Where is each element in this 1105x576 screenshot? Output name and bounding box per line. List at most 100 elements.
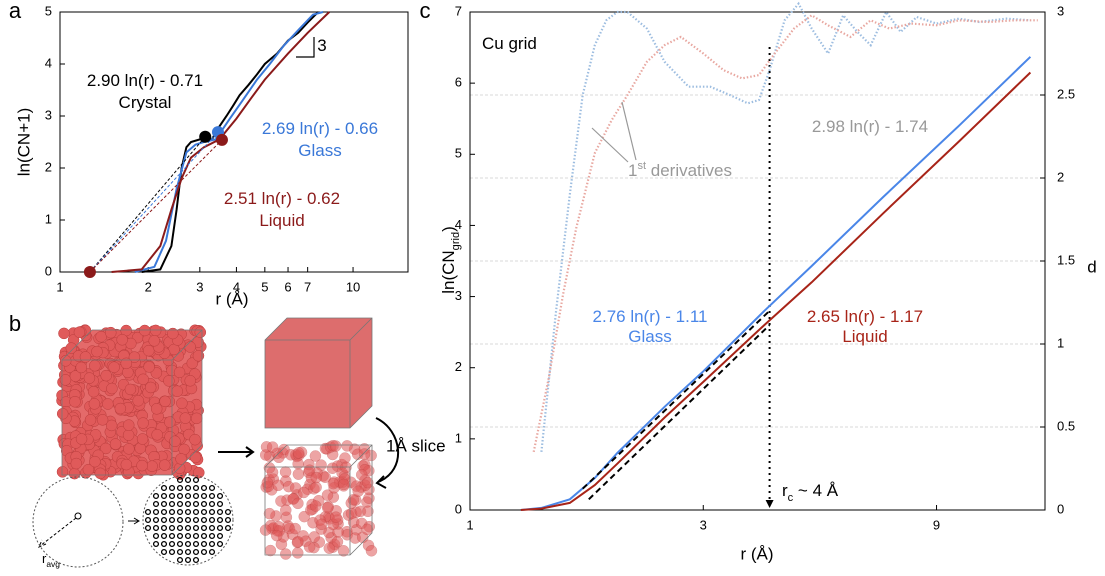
point (199, 130, 212, 143)
series-line (532, 13, 1038, 453)
atom (138, 324, 151, 337)
atom (56, 407, 69, 420)
text-part: avg (46, 559, 60, 569)
text-part: Glass (298, 141, 341, 160)
grid-point (184, 556, 192, 564)
atom (331, 536, 344, 548)
y-tick-label: 3 (45, 107, 52, 122)
atom (149, 324, 162, 337)
grid-point (192, 524, 200, 532)
atom (358, 448, 371, 460)
atom (89, 455, 101, 468)
grid-point (192, 500, 200, 508)
atom (159, 395, 171, 408)
grid-point (208, 532, 216, 540)
atom (142, 344, 155, 357)
y2-tick-label: 1.5 (1057, 252, 1075, 267)
y-tick-label: 7 (455, 3, 462, 18)
curved-arrow (375, 417, 400, 489)
y-tick-label: 4 (45, 55, 52, 70)
atom (273, 451, 285, 464)
atom (56, 466, 69, 478)
series-line (520, 71, 1032, 511)
atom (96, 414, 109, 426)
text-part: ln(CN (439, 250, 458, 293)
atom (105, 419, 118, 432)
y-axis-label: ln(CNgrid) (439, 226, 461, 294)
atom (329, 440, 342, 452)
annotation: Liquid (259, 211, 304, 230)
series-line (111, 11, 330, 273)
x-tick-label: 1 (466, 517, 473, 532)
y2-tick-label: 2 (1057, 169, 1064, 184)
point (83, 266, 96, 278)
atom (310, 471, 323, 484)
pointer (591, 101, 637, 163)
annotation: 2.65 ln(r) - 1.17 (807, 307, 923, 326)
text-part: 1 (628, 161, 637, 180)
y2-tick-label: 0 (1057, 501, 1064, 516)
grid-point (160, 492, 168, 500)
grid-point (200, 484, 208, 492)
text-part: c (788, 492, 794, 504)
series-line (540, 1, 1031, 453)
series-line (588, 324, 771, 501)
text-part: Liquid (842, 327, 887, 346)
atom (137, 373, 149, 386)
atom (102, 398, 114, 410)
grid-point (216, 492, 224, 500)
atom (292, 447, 305, 459)
atom (75, 361, 88, 374)
grid-point (152, 524, 160, 532)
grid-point (216, 500, 224, 508)
atom (122, 419, 135, 431)
atom (69, 370, 82, 382)
atom (137, 417, 149, 429)
atom (123, 443, 135, 455)
atom (192, 350, 205, 362)
grid-point (144, 508, 152, 516)
atom (327, 477, 340, 490)
y2-tick-label: 1 (1057, 335, 1064, 350)
atom (171, 385, 184, 397)
grid-point (176, 508, 184, 516)
scale-bracket (296, 37, 315, 58)
grid-point (208, 492, 216, 500)
text-part: grid (450, 232, 462, 250)
atom (120, 357, 133, 370)
text-part: Liquid (259, 211, 304, 230)
grid-point (152, 540, 160, 548)
grid-point (168, 484, 176, 492)
avg-circle (32, 476, 124, 568)
fit-line (89, 136, 206, 273)
grid-point (152, 516, 160, 524)
panel-label: a (9, 0, 22, 23)
grid-point (192, 492, 200, 500)
cube-edges (264, 444, 373, 556)
grid-point (184, 492, 192, 500)
grid-point (184, 524, 192, 532)
y-tick-label: 0 (45, 263, 52, 278)
atom (91, 345, 103, 358)
grid-point (160, 548, 168, 556)
atom (136, 433, 149, 445)
text-part: ) (439, 226, 458, 232)
atom (330, 511, 342, 523)
y-tick-label: 2 (45, 159, 52, 174)
annotation: 2.90 ln(r) - 0.71 (87, 71, 203, 90)
atom (184, 341, 196, 353)
atom (89, 359, 101, 372)
atom (323, 542, 336, 554)
atom (292, 468, 305, 480)
fit-line (89, 131, 219, 273)
atom (146, 460, 158, 472)
x-tick-label: 3 (196, 279, 203, 294)
y-axis-label: ln(CN+1) (14, 108, 33, 177)
text-part: derivatives (646, 161, 732, 180)
atom (190, 412, 203, 425)
x-tick-label: 7 (304, 279, 311, 294)
atom (362, 505, 374, 518)
grid-point (168, 516, 176, 524)
grid-point (160, 532, 168, 540)
